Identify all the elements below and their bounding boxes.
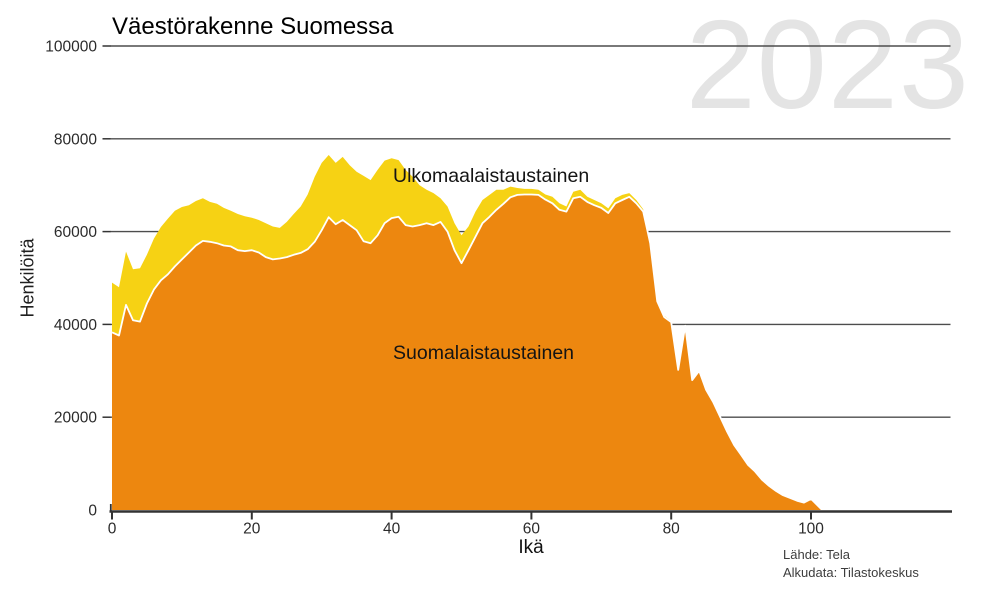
- x-tick-label-0: 0: [108, 521, 117, 538]
- x-axis-title: Ikä: [518, 537, 544, 558]
- chart-title: Väestörakenne Suomessa: [112, 13, 394, 40]
- x-tick-label-40: 40: [383, 521, 401, 538]
- source-line-1: Lähde: Tela: [783, 547, 850, 562]
- y-tick-label-60000: 60000: [54, 224, 97, 241]
- y-tick-label-80000: 80000: [54, 131, 97, 148]
- y-axis-title: Henkilöitä: [17, 238, 38, 318]
- watermark-year: 2023: [685, 0, 970, 135]
- x-tick-label-100: 100: [798, 521, 824, 538]
- series-label-suomalaistaustainen: Suomalaistaustainen: [393, 342, 575, 364]
- series-label-ulkomaalaistaustainen: Ulkomaalaistaustainen: [393, 165, 590, 187]
- y-tick-label-0: 0: [88, 503, 97, 520]
- y-tick-label-20000: 20000: [54, 410, 97, 427]
- x-tick-label-60: 60: [523, 521, 541, 538]
- source-note: Lähde: Tela Alkudata: Tilastokeskus: [783, 546, 919, 583]
- x-tick-label-80: 80: [663, 521, 681, 538]
- x-tick-label-20: 20: [243, 521, 261, 538]
- area-suomalaistaustainen: [112, 194, 823, 510]
- area-ulkomaalaistaustainen: [112, 155, 823, 510]
- y-tick-label-100000: 100000: [45, 39, 97, 56]
- y-tick-label-40000: 40000: [54, 317, 97, 334]
- series-boundary-line: [111, 193, 823, 511]
- source-line-2: Alkudata: Tilastokeskus: [783, 565, 919, 581]
